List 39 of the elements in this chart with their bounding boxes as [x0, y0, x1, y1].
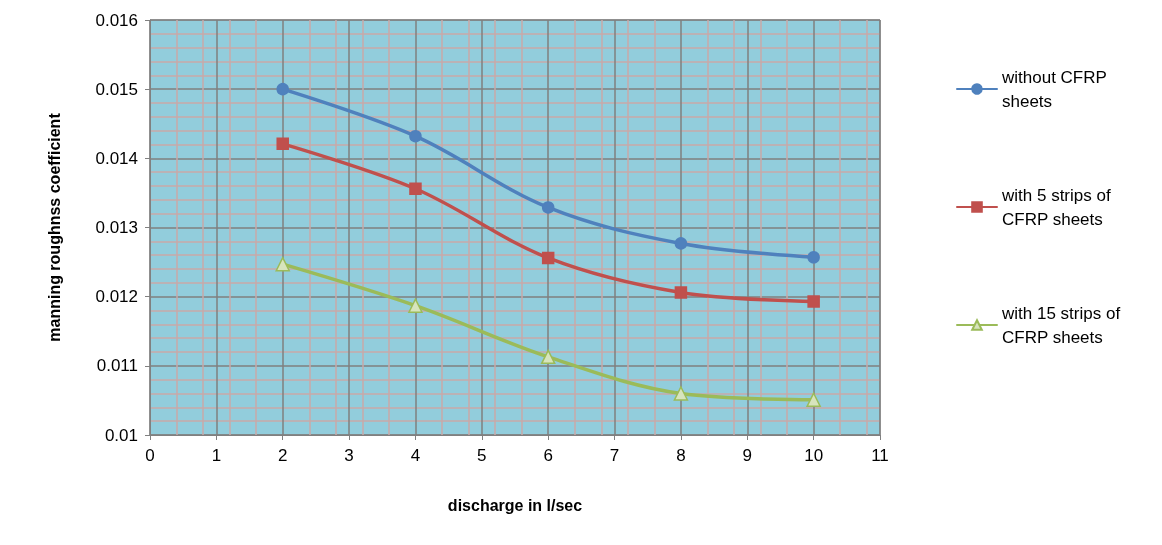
- x-tick-label: 1: [211, 446, 222, 465]
- y-tick-label: 0.014: [95, 148, 138, 168]
- y-axis-title: manning roughnss coefficient: [45, 112, 63, 342]
- x-tick-label: 5: [477, 446, 487, 465]
- point: [276, 137, 289, 151]
- x-tick-label: 8: [676, 446, 686, 465]
- point: [540, 349, 556, 365]
- x-axis-title: discharge in l/sec: [447, 496, 583, 514]
- x-tick-label: 9: [742, 446, 753, 465]
- x-tick-label: 6: [543, 446, 553, 465]
- point: [674, 237, 688, 250]
- x-tick-label: 10: [804, 446, 824, 465]
- y-tick-label: 0.016: [95, 10, 138, 30]
- point: [806, 392, 821, 407]
- point: [807, 250, 820, 264]
- point: [674, 286, 688, 299]
- x-tick-label: 2: [277, 446, 288, 465]
- y-tick-label: 0.015: [95, 79, 138, 99]
- x-tick-label: 7: [609, 446, 620, 465]
- y-tick-label: 0.012: [95, 287, 138, 307]
- y-tick-label: 0.011: [96, 356, 138, 376]
- point: [807, 295, 820, 308]
- x-tick-label: 0: [145, 446, 155, 465]
- x-tick-label: 4: [410, 446, 421, 465]
- point: [409, 182, 422, 196]
- legend-label: with 15 strips of CFRP sheets: [1001, 303, 1125, 347]
- x-tick-label: 3: [344, 446, 354, 465]
- point: [408, 298, 423, 313]
- y-tick-label: 0.013: [95, 218, 138, 237]
- legend-label: with 5 strips of CFRP sheets: [1001, 185, 1116, 229]
- point: [541, 251, 555, 265]
- point: [275, 256, 290, 272]
- x-tick-label: 11: [871, 446, 889, 465]
- point: [409, 129, 422, 143]
- point: [276, 82, 289, 96]
- point: [673, 386, 689, 401]
- y-tick-label: 0.01: [104, 425, 138, 445]
- legend-label: without CFRP sheets: [1001, 67, 1112, 111]
- point: [541, 201, 555, 214]
